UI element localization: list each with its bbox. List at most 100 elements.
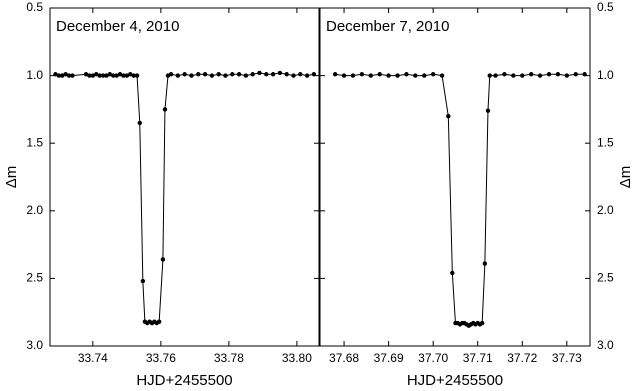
data-line [55, 72, 314, 324]
y-tick-label: 1.0 [26, 68, 43, 82]
y-tick-label: 0.5 [597, 0, 614, 14]
y-tick-label: 3.0 [26, 338, 43, 352]
y-tick-label: 2.0 [26, 203, 43, 217]
data-point [502, 72, 507, 77]
data-point [243, 73, 249, 78]
data-point [97, 73, 102, 78]
data-point [332, 72, 338, 77]
y-tick-label: 2.0 [597, 203, 614, 217]
x-tick-label: 37.68 [329, 351, 359, 365]
data-point [60, 73, 65, 78]
data-point [284, 72, 289, 77]
data-point [430, 72, 436, 77]
data-point [359, 72, 365, 77]
data-point [230, 72, 235, 77]
data-point [377, 72, 382, 77]
data-point [487, 73, 492, 78]
y-tick-label: 1.0 [597, 68, 614, 82]
data-point [114, 73, 119, 78]
x-axis-label: HJD+2455500 [407, 372, 503, 389]
data-point [386, 73, 391, 78]
data-point [528, 72, 534, 77]
panel-annotation: December 7, 2010 [326, 18, 449, 35]
data-point [582, 72, 587, 77]
data-point [140, 278, 146, 284]
data-point [53, 72, 58, 77]
data-point [66, 73, 72, 78]
data-point [175, 73, 181, 78]
data-point [257, 70, 262, 76]
data-point [124, 73, 130, 78]
y-tick-label: 3.0 [597, 338, 614, 352]
data-point [104, 73, 109, 78]
y-tick-label: 1.5 [597, 135, 614, 149]
data-point [564, 73, 570, 78]
plot-frame [319, 7, 591, 347]
y-axis-label: Δm [617, 166, 634, 189]
data-point [270, 72, 276, 77]
y-tick-label: 2.5 [26, 271, 43, 285]
data-point [485, 108, 491, 113]
x-tick-label: 37.69 [374, 351, 404, 365]
data-point [520, 73, 525, 78]
data-point [395, 73, 400, 78]
data-point [422, 73, 427, 78]
data-point [189, 73, 194, 78]
data-point [111, 73, 116, 78]
data-point [117, 72, 123, 77]
data-point [341, 73, 347, 78]
data-point [537, 73, 543, 78]
data-point [311, 72, 317, 77]
data-point [304, 73, 310, 78]
data-point [137, 120, 142, 126]
data-point [546, 72, 552, 77]
data-point [162, 107, 168, 112]
data-point [413, 73, 418, 78]
data-point [368, 73, 373, 78]
plot-frame [49, 7, 320, 347]
data-point [134, 73, 140, 78]
data-point [83, 72, 89, 77]
data-point [63, 72, 68, 77]
data-point [439, 73, 445, 78]
x-tick-label: 33.74 [78, 351, 108, 365]
data-point [264, 72, 269, 77]
x-tick-label: 33.76 [146, 351, 176, 365]
y-tick-label: 2.5 [597, 271, 614, 285]
data-point [70, 73, 75, 78]
x-tick-label: 37.72 [507, 351, 537, 365]
x-tick-label: 33.78 [214, 351, 244, 365]
data-point [107, 72, 113, 77]
x-tick-label: 37.71 [463, 351, 493, 365]
data-point [90, 73, 96, 78]
data-point [100, 73, 106, 78]
data-point [196, 72, 201, 77]
data-point [168, 72, 174, 77]
y-tick-label: 1.5 [26, 135, 43, 149]
data-point [450, 270, 455, 276]
data-point [404, 72, 409, 77]
data-point [94, 72, 99, 77]
x-tick-label: 33.80 [282, 351, 312, 365]
data-point [209, 73, 215, 78]
data-point [56, 73, 62, 78]
data-point [87, 73, 92, 78]
data-point [156, 319, 162, 324]
panel-annotation: December 4, 2010 [56, 18, 179, 35]
data-point [511, 73, 516, 78]
data-point [298, 72, 303, 77]
data-point [202, 72, 208, 77]
x-tick-label: 37.70 [418, 351, 448, 365]
data-point [291, 73, 296, 78]
x-tick-label: 37.73 [552, 351, 582, 365]
data-point [479, 320, 485, 326]
data-point [277, 70, 283, 76]
data-point [128, 72, 133, 77]
data-line [335, 73, 585, 327]
data-point [160, 257, 166, 262]
data-point [350, 73, 356, 78]
data-point [216, 72, 221, 77]
data-point [131, 73, 136, 78]
data-point [493, 73, 498, 78]
